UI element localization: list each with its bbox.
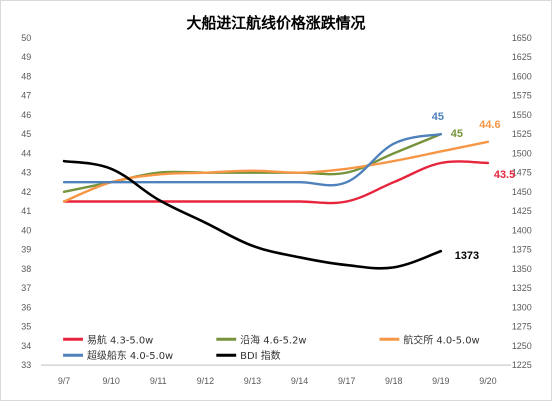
legend-label: 易航 4.3-5.0w [87, 333, 153, 346]
y-left-tick-label: 44 [21, 148, 31, 158]
x-tick-label: 9/10 [102, 376, 119, 386]
data-labels: 43.5 45 44.6 45 1373 [432, 111, 515, 262]
legend-label: 航交所 4.0-5.0w [403, 333, 479, 346]
y-left-tick-label: 37 [21, 283, 31, 293]
y-right-tick-label: 1650 [512, 33, 532, 43]
series-line [62, 160, 490, 205]
y-left-tick-label: 50 [21, 33, 31, 43]
y-left-tick-label: 43 [21, 168, 31, 178]
y-right-tick-label: 1325 [512, 283, 532, 293]
y-left-tick-label: 48 [21, 71, 31, 81]
y-left-tick-label: 33 [21, 360, 31, 370]
y-right-tick-label: 1250 [512, 341, 532, 351]
y-right-tick-label: 1300 [512, 302, 532, 312]
x-tick-label: 9/11 [150, 376, 167, 386]
y-left-tick-label: 35 [21, 322, 31, 332]
y-right-tick-label: 1225 [512, 360, 532, 370]
data-label: 45 [451, 128, 463, 140]
series-line [62, 140, 490, 203]
x-tick-label: 9/17 [338, 376, 355, 386]
y-right-tick-label: 1600 [512, 71, 532, 81]
x-tick-label: 9/18 [385, 376, 402, 386]
data-label: 44.6 [479, 119, 500, 131]
y-right-tick-label: 1525 [512, 129, 532, 139]
y-right-tick-label: 1625 [512, 52, 532, 62]
y-right-tick-label: 1500 [512, 148, 532, 158]
y-left-tick-label: 49 [21, 52, 31, 62]
x-tick-label: 9/13 [244, 376, 261, 386]
y-right-tick-label: 1575 [512, 91, 532, 101]
x-tick-label: 9/12 [197, 376, 214, 386]
left-axis: 33 34 35 36 37 38 39 40 41 42 43 44 45 46 47 48 49 50 [21, 33, 31, 370]
y-right-tick-label: 1400 [512, 225, 532, 235]
y-left-tick-label: 34 [21, 341, 31, 351]
y-left-tick-label: 41 [21, 206, 31, 216]
series-layer [62, 132, 490, 270]
x-axis: 9/7 9/10 9/11 9/12 9/13 9/14 9/17 9/18 9/19 9/20 [41, 364, 511, 386]
x-tick-label: 9/14 [291, 376, 308, 386]
series-line [62, 132, 443, 187]
y-left-tick-label: 39 [21, 245, 31, 255]
data-label: 43.5 [494, 169, 515, 181]
y-left-tick-label: 36 [21, 302, 31, 312]
data-label: 1373 [455, 250, 479, 262]
y-right-tick-label: 1450 [512, 187, 532, 197]
y-right-tick-label: 1425 [512, 206, 532, 216]
y-left-tick-label: 38 [21, 264, 31, 274]
legend-label: BDI 指数 [240, 349, 280, 362]
y-right-tick-label: 1375 [512, 245, 532, 255]
legend: 易航 4.3-5.0w 沿海 4.6-5.2w 航交所 4.0-5.0w 超级船东 4… [63, 333, 480, 362]
y-right-tick-label: 1550 [512, 110, 532, 120]
data-label: 45 [432, 111, 444, 123]
y-left-tick-label: 40 [21, 225, 31, 235]
y-left-tick-label: 46 [21, 110, 31, 120]
legend-label: 沿海 4.6-5.2w [240, 333, 306, 346]
y-left-tick-label: 45 [21, 129, 31, 139]
x-tick-label: 9/20 [479, 376, 496, 386]
x-tick-label: 9/19 [432, 376, 449, 386]
x-tick-label: 9/7 [58, 376, 70, 386]
legend-label: 超级船东 4.0-5.0w [87, 349, 173, 362]
right-axis: 1225 1250 1275 1300 1325 1350 1375 1400 1425 1450… [512, 33, 532, 370]
y-left-tick-label: 47 [21, 91, 31, 101]
chart-title: 大船进江航线价格涨跌情况 [187, 14, 366, 32]
y-left-tick-label: 42 [21, 187, 31, 197]
y-right-tick-label: 1275 [512, 322, 532, 332]
y-right-tick-label: 1475 [512, 168, 532, 178]
y-right-tick-label: 1350 [512, 264, 532, 274]
series-line [62, 159, 443, 270]
